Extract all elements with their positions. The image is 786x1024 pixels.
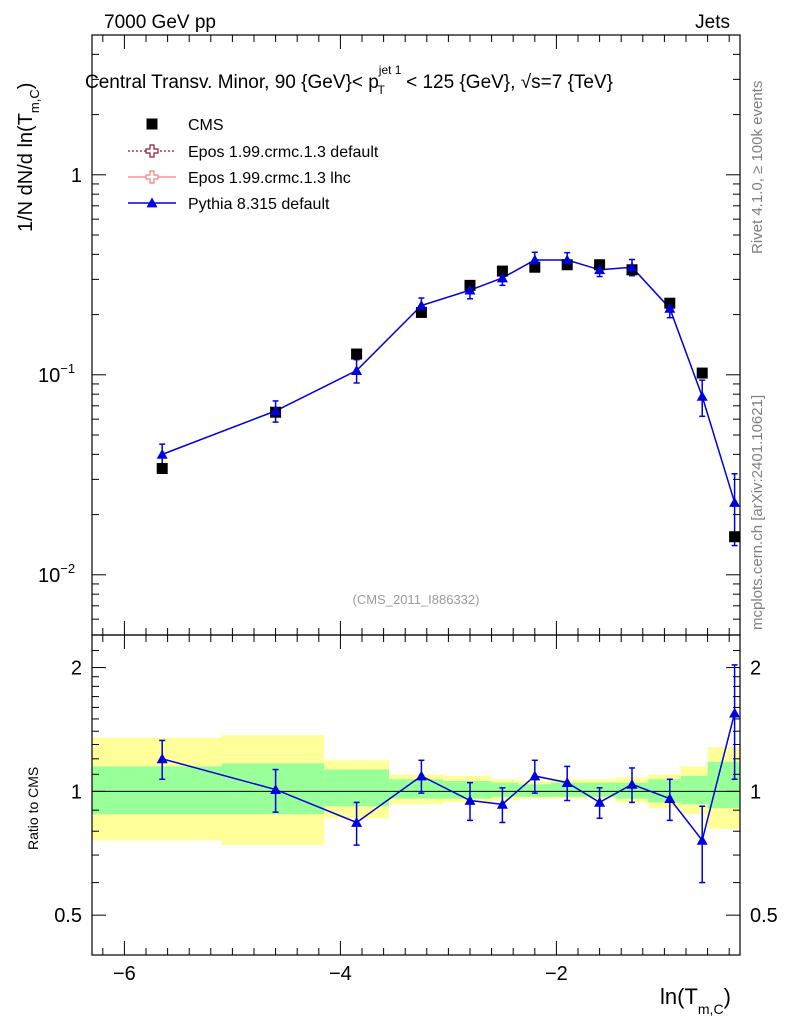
ratio-uncertainty-bands xyxy=(92,735,740,846)
legend: CMS Epos 1.99.crmc.1.3 default Epos 1.99.c… xyxy=(128,117,379,213)
pythia-point xyxy=(156,448,168,459)
pythia-ratio-point xyxy=(351,816,363,827)
legend-epos-marker xyxy=(145,170,159,184)
pythia-point xyxy=(464,284,476,295)
ratio-band-inner xyxy=(680,775,708,805)
pythia-point xyxy=(594,264,606,275)
pythia-ratio-point xyxy=(156,753,168,764)
pythia-line xyxy=(161,259,736,503)
pythia-point xyxy=(415,300,427,310)
x-axis-label: ln(Tm,C) xyxy=(660,984,731,1017)
legend-label: Epos 1.99.crmc.1.3 lhc xyxy=(188,170,351,187)
pythia-point xyxy=(351,365,363,375)
pythia-point xyxy=(696,390,708,401)
pythia-point xyxy=(529,254,541,265)
ratio-plot-frame xyxy=(91,634,741,956)
y-axis-label: 1/N dN/d ln(Tm,C) xyxy=(15,83,42,232)
cms-point xyxy=(496,265,508,277)
cms-point xyxy=(696,367,708,379)
pythia-ratio-point xyxy=(664,793,676,804)
pythia-ratio-point xyxy=(270,784,282,794)
cms-point xyxy=(561,259,573,271)
pythia-ratio-point xyxy=(415,770,427,781)
x-tick-label: −2 xyxy=(545,963,568,985)
legend-epos-marker xyxy=(145,144,159,158)
cms-point xyxy=(729,531,741,543)
y-tick-label: 10−1 xyxy=(38,361,75,387)
x-tick-label: −4 xyxy=(329,963,352,985)
legend-label: Pythia 8.315 default xyxy=(188,196,330,213)
ratio-band-inner xyxy=(389,779,443,799)
legend-label: Epos 1.99.crmc.1.3 default xyxy=(188,144,379,161)
ratio-y-tick-label-right: 2 xyxy=(750,658,761,680)
ratio-band-inner xyxy=(324,769,389,807)
pythia-ratio-point xyxy=(561,777,573,788)
y-tick-label: 1 xyxy=(71,165,82,187)
ratio-y-tick-label: 0.5 xyxy=(54,905,82,927)
pythia-ratio-point xyxy=(594,796,606,807)
pythia-ratio-point xyxy=(464,795,476,805)
legend-cms-marker xyxy=(146,118,158,130)
rivet-version-label: Rivet 4.1.0, ≥ 100k events xyxy=(749,81,766,254)
x-tick-label: −6 xyxy=(113,963,136,985)
cms-point xyxy=(156,462,168,474)
pythia-point xyxy=(729,496,741,507)
pythia-ratio-point xyxy=(696,834,708,845)
cms-point xyxy=(529,261,541,273)
cms-point xyxy=(415,306,427,318)
ratio-y-tick-label-right: 1 xyxy=(750,781,761,803)
pythia-ratio-point xyxy=(729,707,741,718)
pythia-point xyxy=(664,302,676,313)
ratio-y-tick-label-right: 0.5 xyxy=(750,905,778,927)
cms-point xyxy=(351,348,363,360)
pythia-point xyxy=(496,272,508,283)
pythia-ratio-point xyxy=(626,778,638,789)
mcplots-label: mcplots.cern.ch [arXiv:2401.10621] xyxy=(749,395,766,630)
category-label: Jets xyxy=(695,12,730,33)
energy-label: 7000 GeV pp xyxy=(104,12,216,33)
ratio-band-inner xyxy=(491,782,519,797)
axis-tick-labels: −6 −4 −2 1 10−1 10−2 0.5 0.5 1 1 2 2 xyxy=(38,165,778,985)
ratio-y-tick-label: 2 xyxy=(71,658,82,680)
ratio-band-inner xyxy=(648,779,681,803)
data-series xyxy=(156,251,741,884)
ratio-band-inner xyxy=(92,766,222,815)
pythia-point xyxy=(561,254,573,265)
axis-ticks xyxy=(92,34,740,955)
analysis-watermark: (CMS_2011_I886332) xyxy=(353,592,480,607)
pythia-ratio-point xyxy=(496,798,508,809)
pythia-point xyxy=(626,261,638,272)
ratio-y-tick-label: 1 xyxy=(71,781,82,803)
pythia-point xyxy=(270,405,282,416)
pythia-ratio-point xyxy=(529,770,541,781)
legend-pythia-marker xyxy=(146,197,158,208)
legend-label: CMS xyxy=(188,117,224,134)
ratio-y-axis-label: Ratio to CMS xyxy=(25,767,41,850)
ratio-band-inner xyxy=(443,780,492,799)
y-tick-label: 10−2 xyxy=(38,561,75,587)
